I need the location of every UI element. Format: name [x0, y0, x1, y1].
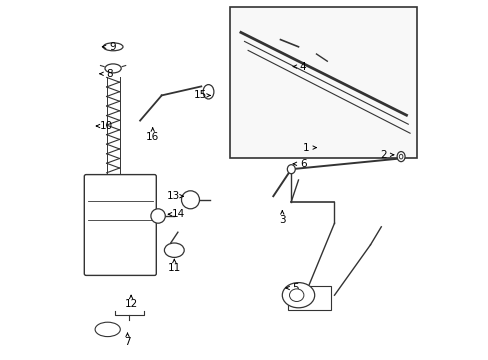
Ellipse shape	[181, 191, 199, 209]
Text: 3: 3	[279, 215, 285, 225]
Text: 9: 9	[109, 42, 116, 52]
Text: 13: 13	[166, 191, 180, 201]
Text: 6: 6	[299, 159, 306, 169]
Ellipse shape	[399, 154, 402, 159]
Text: 2: 2	[380, 150, 386, 160]
Ellipse shape	[282, 283, 314, 308]
Ellipse shape	[287, 165, 295, 174]
Ellipse shape	[105, 64, 121, 73]
Text: 5: 5	[292, 283, 299, 293]
Text: 4: 4	[299, 62, 306, 72]
Ellipse shape	[396, 152, 404, 162]
Ellipse shape	[103, 43, 123, 51]
Text: 14: 14	[171, 209, 184, 219]
Text: 1: 1	[303, 143, 309, 153]
Text: 10: 10	[100, 121, 113, 131]
Text: 15: 15	[193, 90, 206, 100]
FancyBboxPatch shape	[84, 175, 156, 275]
Ellipse shape	[151, 209, 165, 223]
Bar	[287, 286, 330, 310]
Text: 12: 12	[124, 299, 138, 309]
Bar	[230, 7, 416, 158]
Text: 7: 7	[124, 337, 131, 347]
Ellipse shape	[164, 243, 184, 257]
Text: 16: 16	[146, 132, 159, 142]
Text: 8: 8	[106, 69, 113, 79]
Ellipse shape	[95, 322, 120, 337]
Ellipse shape	[203, 85, 213, 99]
Text: 11: 11	[167, 263, 181, 273]
Ellipse shape	[289, 289, 303, 301]
